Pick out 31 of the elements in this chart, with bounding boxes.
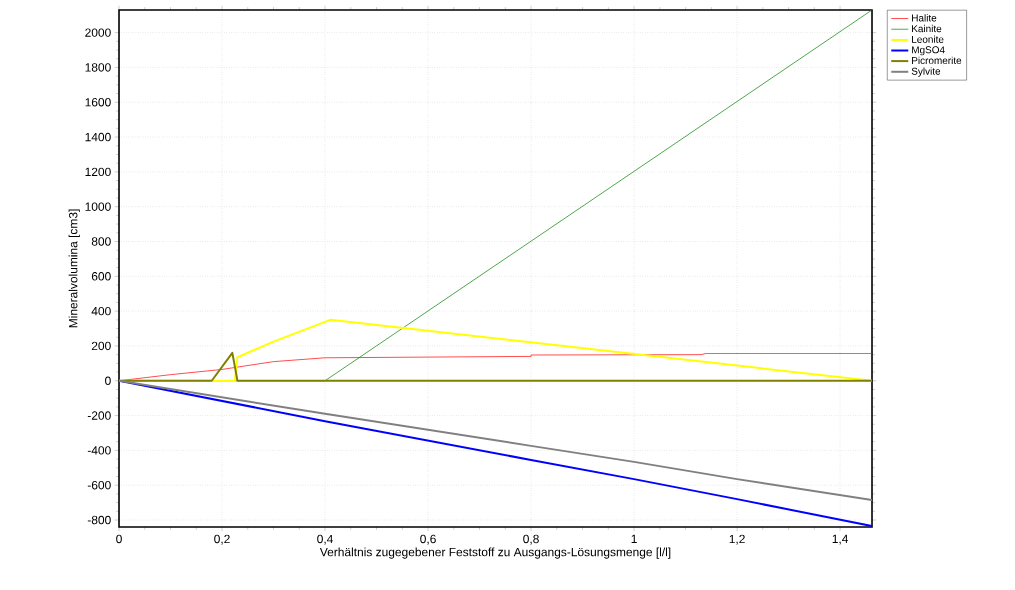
x-tick-label: 0,4 — [317, 534, 333, 545]
legend-label: Picromerite — [912, 56, 962, 65]
legend-label: MgSO4 — [912, 46, 945, 56]
x-tick-label: 0,2 — [214, 534, 230, 545]
y-tick-label: 200 — [91, 341, 111, 351]
y-tick-label: 0 — [105, 376, 111, 385]
legend-label: Halite — [912, 14, 937, 22]
y-tick-label: 1800 — [85, 63, 111, 72]
y-tick-label: 400 — [91, 306, 111, 316]
y-tick-label: 1400 — [85, 132, 111, 142]
y-tick-label: -600 — [87, 480, 111, 490]
x-tick-label: 1,2 — [729, 534, 745, 545]
x-tick-label: 0 — [116, 534, 122, 544]
y-tick-label: 800 — [91, 237, 111, 246]
x-tick-label: 0,6 — [420, 534, 436, 545]
x-tick-label: 1 — [631, 534, 637, 543]
y-tick-label: 1600 — [85, 98, 111, 107]
y-tick-label: 600 — [91, 272, 111, 281]
y-axis-title: Mineralvolumina [cm3] — [68, 209, 80, 328]
y-tick-label: 2000 — [85, 28, 111, 37]
y-tick-label: -200 — [87, 411, 111, 420]
y-tick-label: 1200 — [85, 167, 111, 177]
x-tick-label: 1,4 — [832, 534, 849, 545]
y-tick-label: 1000 — [85, 202, 111, 211]
legend-label: Sylvite — [911, 67, 941, 77]
y-tick-label: -800 — [87, 515, 111, 525]
legend-label: Leonite — [912, 35, 944, 43]
x-tick-label: 0,8 — [523, 534, 539, 545]
y-tick-label: -400 — [87, 446, 111, 455]
x-axis-title: Verhältnis zugegebener Feststoff zu Ausgangs-Lösungsmenge [l/l] — [319, 547, 671, 559]
legend-label: Kainite — [912, 24, 942, 33]
